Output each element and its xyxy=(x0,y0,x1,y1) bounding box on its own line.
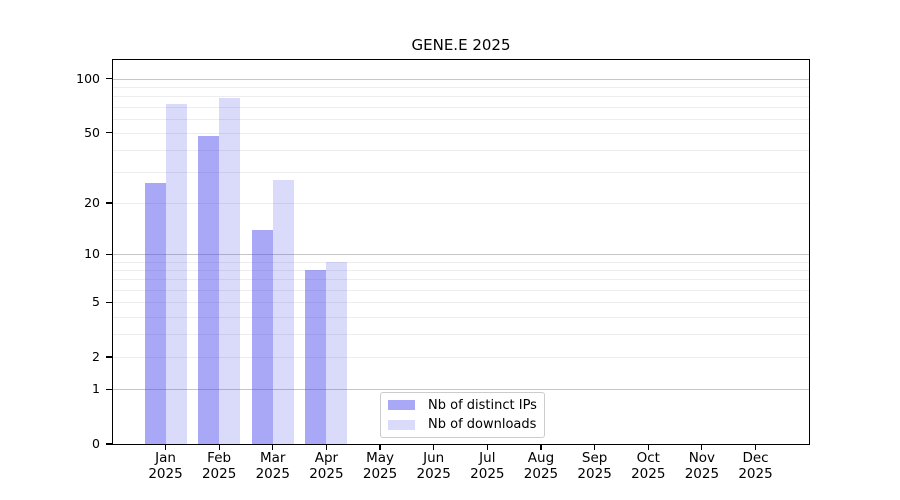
minor-gridline-20 xyxy=(113,203,809,205)
major-gridline-10 xyxy=(113,254,809,256)
y-tick-2 xyxy=(106,356,112,358)
bar-jan-downloads xyxy=(165,104,187,444)
x-tick-apr xyxy=(325,445,327,450)
y-tick-label-20: 20 xyxy=(84,195,100,211)
x-tick-aug xyxy=(540,445,542,450)
x-tick-sep xyxy=(594,445,596,450)
x-tick-label-jul: Jul 2025 xyxy=(470,450,505,482)
minor-gridline-90 xyxy=(113,87,809,88)
chart-title: GENE.E 2025 xyxy=(411,36,511,54)
minor-gridline-6 xyxy=(113,289,809,291)
minor-gridline-70 xyxy=(113,106,809,108)
x-tick-label-aug: Aug 2025 xyxy=(523,450,559,482)
minor-gridline-7 xyxy=(113,279,809,281)
legend-swatch-downloads xyxy=(388,419,415,430)
y-tick-0 xyxy=(106,443,112,445)
x-tick-jun xyxy=(433,445,435,450)
x-tick-label-jan: Jan 2025 xyxy=(148,450,183,482)
x-tick-feb xyxy=(218,445,220,450)
y-tick-label-0: 0 xyxy=(92,436,100,451)
x-tick-jan xyxy=(164,445,167,450)
x-tick-may xyxy=(379,445,381,450)
y-tick-label-10: 10 xyxy=(84,246,100,262)
x-tick-dec xyxy=(754,445,757,450)
bar-jan-distinct-ips xyxy=(144,183,166,444)
legend-item-distinct-ips: Nb of distinct IPs xyxy=(388,398,544,413)
minor-gridline-5 xyxy=(113,302,809,304)
minor-gridline-30 xyxy=(113,172,809,174)
y-tick-label-5: 5 xyxy=(92,294,100,310)
y-tick-100 xyxy=(106,78,112,80)
x-tick-label-sep: Sep 2025 xyxy=(577,450,612,482)
x-tick-label-dec: Dec 2025 xyxy=(738,450,773,482)
x-tick-label-apr: Apr 2025 xyxy=(309,450,344,482)
y-tick-10 xyxy=(106,253,112,255)
bar-mar-downloads xyxy=(272,180,294,444)
y-tick-1 xyxy=(106,388,112,390)
minor-gridline-40 xyxy=(113,150,809,152)
legend-swatch-distinct-ips xyxy=(388,400,415,411)
bar-apr-downloads xyxy=(326,261,348,444)
minor-gridline-9 xyxy=(113,261,809,263)
x-tick-label-feb: Feb 2025 xyxy=(201,450,237,482)
minor-gridline-60 xyxy=(113,118,809,120)
minor-gridline-8 xyxy=(113,270,809,272)
bar-feb-distinct-ips xyxy=(198,135,220,444)
legend-item-downloads: Nb of downloads xyxy=(388,417,544,432)
bar-mar-distinct-ips xyxy=(251,229,273,444)
y-tick-label-1: 1 xyxy=(92,381,100,397)
legend: Nb of distinct IPs Nb of downloads xyxy=(380,392,545,438)
legend-label-downloads: Nb of downloads xyxy=(428,417,537,433)
x-tick-label-mar: Mar 2025 xyxy=(255,450,290,482)
y-tick-50 xyxy=(106,132,112,134)
y-tick-label-100: 100 xyxy=(76,70,100,86)
x-tick-label-oct: Oct 2025 xyxy=(631,450,666,482)
minor-gridline-2 xyxy=(113,357,809,359)
minor-gridline-50 xyxy=(113,132,809,134)
y-tick-label-2: 2 xyxy=(92,349,100,365)
minor-gridline-4 xyxy=(113,316,809,318)
x-tick-jul xyxy=(486,445,488,450)
y-tick-20 xyxy=(106,202,112,204)
x-tick-label-jun: Jun 2025 xyxy=(416,450,451,482)
major-gridline-1 xyxy=(113,389,809,391)
x-tick-mar xyxy=(272,445,274,450)
x-tick-label-may: May 2025 xyxy=(362,450,398,482)
minor-gridline-80 xyxy=(113,96,809,98)
major-gridline-100 xyxy=(113,78,809,80)
minor-gridline-3 xyxy=(113,334,809,336)
y-tick-label-50: 50 xyxy=(84,124,100,140)
x-tick-label-nov: Nov 2025 xyxy=(684,450,720,482)
plot-area-border xyxy=(112,59,810,445)
y-tick-5 xyxy=(106,301,112,303)
bar-apr-distinct-ips xyxy=(305,270,327,444)
x-tick-oct xyxy=(647,445,649,450)
legend-label-distinct-ips: Nb of distinct IPs xyxy=(428,397,537,413)
bar-feb-downloads xyxy=(219,98,241,444)
x-tick-nov xyxy=(701,445,703,450)
